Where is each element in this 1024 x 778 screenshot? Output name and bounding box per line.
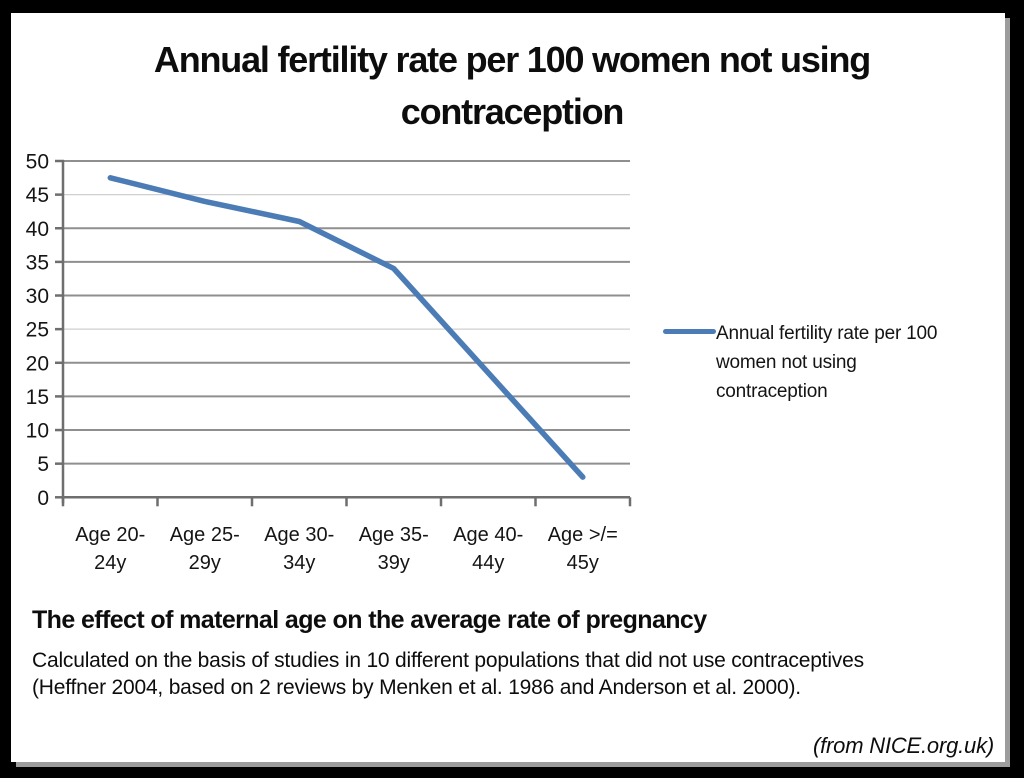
figure-background bbox=[11, 13, 1005, 762]
x-axis-label: Age 35-39y bbox=[359, 524, 429, 574]
x-axis-label: Age 25-29y bbox=[170, 524, 240, 574]
caption-heading: The effect of maternal age on the averag… bbox=[32, 606, 707, 634]
legend-label: Annual fertility rate per 100 women not … bbox=[716, 319, 937, 406]
chart-title: Annual fertility rate per 100 women not … bbox=[153, 39, 871, 132]
y-axis-label: 50 bbox=[26, 151, 49, 174]
y-axis-label: 40 bbox=[26, 218, 49, 241]
y-axis-labels: 0 5 10 15 20 25 30 35 40 45 50 bbox=[26, 151, 49, 510]
y-axis-label: 20 bbox=[26, 352, 49, 375]
y-axis-label: 0 bbox=[37, 487, 49, 510]
y-axis-label: 30 bbox=[26, 285, 49, 308]
figure-caption: The effect of maternal age on the averag… bbox=[32, 605, 1000, 701]
y-axis-label: 5 bbox=[37, 453, 49, 476]
x-axis-label: Age 20-24y bbox=[75, 524, 145, 574]
caption-body-line-1: Calculated on the basis of studies in 10… bbox=[32, 649, 864, 672]
x-axis-label: Age 30-34y bbox=[264, 524, 334, 574]
gridlines bbox=[63, 160, 630, 465]
legend-line-marker bbox=[663, 329, 716, 334]
legend-label-line-2: women not using bbox=[716, 352, 857, 373]
chart-legend: Annual fertility rate per 100 women not … bbox=[663, 319, 937, 406]
y-axis-label: 15 bbox=[26, 386, 49, 409]
y-axis-label: 35 bbox=[26, 251, 49, 274]
x-axis-label: Age 40-44y bbox=[453, 524, 523, 574]
axes bbox=[55, 159, 632, 507]
data-line bbox=[107, 175, 586, 480]
x-axis-labels: Age 20-24y Age 25-29y Age 30-34y Age 35-39y… bbox=[75, 524, 618, 574]
legend-label-line-3: contraception bbox=[716, 381, 828, 402]
y-axis-label: 25 bbox=[26, 319, 49, 342]
y-axis-label: 10 bbox=[26, 420, 49, 443]
legend-label-line-1: Annual fertility rate per 100 bbox=[716, 323, 938, 344]
caption-body-line-2: (Heffner 2004, based on 2 reviews by Men… bbox=[32, 676, 801, 699]
y-axis-label: 45 bbox=[26, 184, 49, 207]
x-axis-label: Age >/= 45y bbox=[548, 524, 618, 574]
source-note: (from NICE.org.uk) bbox=[813, 733, 994, 758]
